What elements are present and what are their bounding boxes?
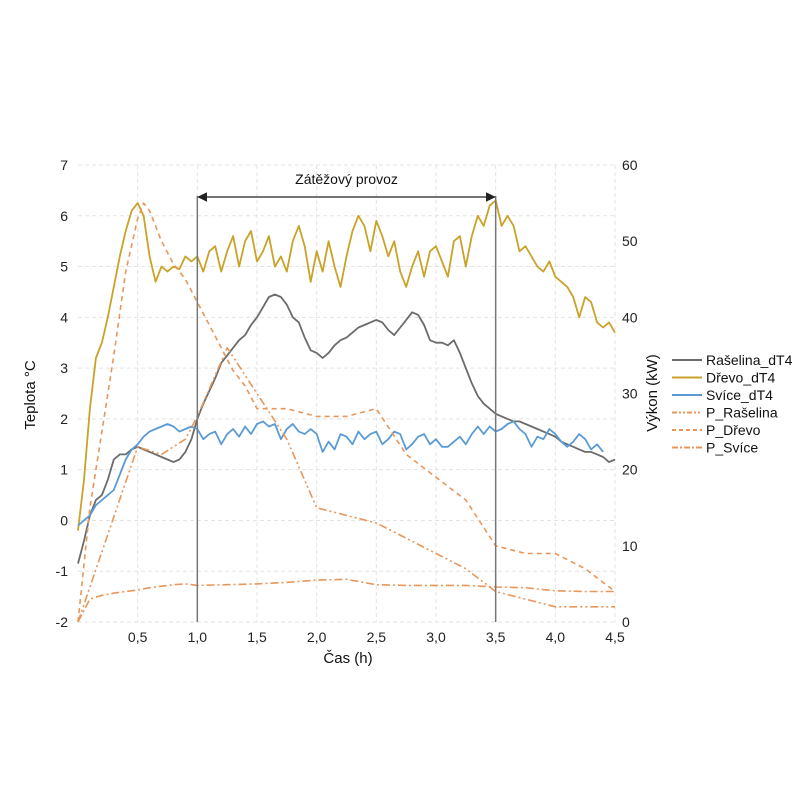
- x-tick-label: 2,5: [367, 629, 387, 645]
- legend-label: Rašelina_dT4: [706, 352, 793, 368]
- y2-tick-label: 60: [622, 157, 638, 173]
- y-tick-label: 5: [60, 259, 68, 275]
- legend-label: Svíce_dT4: [706, 387, 773, 403]
- x-tick-label: 4,5: [605, 629, 625, 645]
- y-tick-label: -2: [56, 614, 69, 630]
- y2-tick-labels: 0 10 20 30 40 50 60: [622, 157, 638, 630]
- y-tick-label: 1: [60, 462, 68, 478]
- y-tick-label: 3: [60, 360, 68, 376]
- grid: [78, 164, 616, 623]
- legend-label: P_Dřevo: [706, 422, 761, 438]
- series-line-0: [77, 293, 616, 564]
- y-tick-label: 7: [60, 157, 68, 173]
- y-tick-label: 2: [60, 411, 68, 427]
- y-tick-label: 6: [60, 208, 68, 224]
- y2-tick-label: 20: [622, 462, 638, 478]
- x-tick-label: 0,5: [128, 629, 148, 645]
- legend-label: P_Svíce: [706, 440, 758, 456]
- legend-label: P_Rašelina: [706, 405, 778, 421]
- x-tick-label: 1,5: [247, 629, 267, 645]
- series-line-2: [77, 420, 604, 527]
- y-tick-label: 0: [60, 512, 68, 528]
- y2-tick-label: 30: [622, 386, 638, 402]
- legend-label: Dřevo_dT4: [706, 370, 775, 386]
- x-tick-label: 3,0: [426, 629, 446, 645]
- x-tick-label: 4,0: [546, 629, 566, 645]
- series-line-4: [77, 202, 616, 623]
- series-line-1: [77, 199, 616, 531]
- load-annotation: Zátěžový provoz: [196, 171, 497, 622]
- y2-tick-label: 40: [622, 309, 638, 325]
- y-tick-label: -1: [56, 563, 69, 579]
- y2-tick-label: 0: [622, 614, 630, 630]
- x-tick-label: 2,0: [307, 629, 327, 645]
- x-tick-label: 1,0: [188, 629, 208, 645]
- series-layer: [77, 199, 616, 623]
- y-tick-label: 4: [60, 309, 68, 325]
- x-tick-label: 3,5: [486, 629, 506, 645]
- x-tick-labels: 0,5 1,0 1,5 2,0 2,5 3,0 3,5 4,0 4,5: [128, 629, 625, 645]
- y2-tick-label: 10: [622, 538, 638, 554]
- y2-tick-label: 50: [622, 233, 638, 249]
- y-axis-title: Teplota °C: [22, 360, 39, 430]
- x-axis-title: Čas (h): [323, 650, 372, 667]
- y-tick-labels: -2 -1 0 1 2 3 4 5 6 7: [56, 157, 69, 630]
- y2-axis-title: Výkon (kW): [644, 354, 661, 432]
- load-label: Zátěžový provoz: [295, 171, 398, 187]
- series-line-3: [77, 347, 615, 623]
